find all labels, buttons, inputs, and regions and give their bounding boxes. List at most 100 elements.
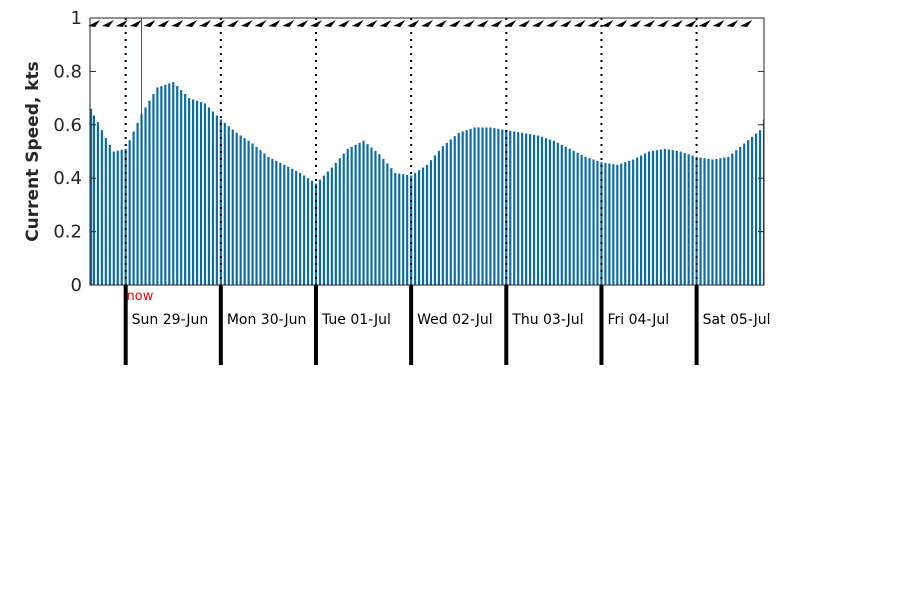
bar [152, 94, 155, 285]
bar-series [90, 82, 764, 286]
bar [128, 140, 131, 285]
direction-arrow [670, 20, 683, 27]
bar [211, 111, 214, 285]
bar [231, 129, 234, 285]
bar [330, 167, 333, 285]
bar [576, 152, 579, 285]
bar [414, 172, 417, 285]
bar [441, 146, 444, 285]
bar [727, 156, 730, 285]
bar [223, 122, 226, 285]
bar [564, 146, 567, 285]
direction-arrow [310, 20, 323, 27]
bar [608, 163, 611, 285]
bar [429, 160, 433, 285]
direction-arrow [407, 20, 420, 27]
bar [469, 128, 472, 285]
bar [112, 151, 115, 285]
bar [251, 143, 254, 285]
bar [473, 127, 476, 285]
bar [310, 180, 314, 285]
bar [160, 86, 163, 285]
direction-arrow [88, 20, 100, 27]
bar [509, 130, 512, 285]
now-label: now [127, 289, 154, 304]
bar [239, 135, 242, 285]
bar [406, 174, 409, 285]
direction-arrow [129, 20, 142, 27]
bar [501, 129, 504, 285]
bar [362, 140, 365, 285]
bar [513, 131, 516, 285]
bar [124, 148, 127, 285]
bar [425, 164, 429, 285]
direction-arrow [240, 20, 253, 27]
bar [303, 175, 306, 285]
direction-arrow [171, 20, 184, 27]
bar [417, 170, 421, 285]
bar [695, 156, 698, 285]
day-divider-lines [123, 18, 699, 365]
bar [655, 150, 659, 285]
bar [235, 132, 238, 285]
direction-arrow [157, 20, 170, 27]
bar [731, 153, 734, 285]
direction-arrow [545, 20, 558, 27]
bar [136, 122, 139, 285]
direction-arrow [296, 20, 309, 27]
bar [255, 146, 258, 285]
bar [691, 155, 694, 285]
bar [334, 162, 337, 285]
bar [636, 157, 639, 285]
bar [322, 175, 326, 285]
bar [679, 151, 682, 285]
bar [703, 158, 706, 285]
bar [279, 162, 282, 285]
bar [588, 158, 591, 285]
bar [326, 171, 329, 285]
bar [489, 127, 492, 285]
day-label: Mon 30-Jun [227, 312, 307, 328]
bar [735, 150, 738, 285]
bar [445, 142, 448, 285]
bar [643, 153, 647, 285]
bar [104, 138, 107, 285]
bar [743, 143, 746, 285]
direction-arrow [337, 20, 350, 27]
direction-arrow [573, 20, 586, 27]
bar [215, 115, 218, 285]
direction-arrow [212, 20, 225, 27]
bar [493, 128, 496, 285]
bar [267, 156, 270, 285]
bar [711, 159, 714, 285]
direction-arrow [615, 20, 628, 27]
bar [172, 82, 175, 285]
bar [259, 150, 262, 285]
bar [628, 160, 631, 285]
bar [195, 100, 199, 286]
direction-arrow [712, 20, 725, 27]
bar [191, 99, 195, 285]
y-tick-label: 0.8 [53, 61, 82, 82]
bar [338, 158, 341, 285]
direction-arrow [740, 20, 753, 27]
bar [556, 142, 559, 285]
bar [203, 103, 207, 285]
bar [96, 122, 100, 285]
bar [263, 153, 266, 285]
bar [291, 168, 294, 285]
direction-arrow [684, 20, 697, 27]
bar [247, 140, 250, 285]
bar [394, 172, 397, 285]
bar [283, 164, 286, 285]
bar [227, 126, 230, 285]
bar [525, 133, 528, 285]
bar [477, 127, 480, 285]
direction-arrow [656, 20, 669, 27]
bar [568, 148, 571, 285]
day-label: Wed 02-Jul [417, 312, 493, 328]
bar [184, 94, 187, 285]
bar [461, 131, 464, 285]
y-tick-label: 0.4 [53, 168, 82, 189]
bar [596, 160, 599, 285]
